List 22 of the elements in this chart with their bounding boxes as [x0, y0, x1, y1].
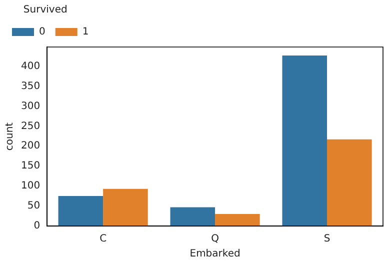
bar: [170, 207, 216, 226]
x-tick-label: Q: [211, 234, 220, 245]
bar: [327, 139, 372, 226]
legend-title: Survived: [23, 4, 68, 16]
x-tick-label: S: [324, 234, 330, 245]
x-axis-title: Embarked: [190, 248, 240, 260]
bar: [103, 188, 148, 226]
y-tick-label: 100: [20, 180, 40, 192]
y-tick-label: 0: [34, 220, 40, 232]
legend-label: 1: [82, 26, 89, 38]
bar: [282, 56, 328, 226]
bar: [215, 214, 260, 226]
y-axis-title: count: [4, 122, 16, 151]
y-tick-label: 400: [20, 60, 40, 72]
y-tick-label: 200: [20, 140, 40, 152]
bar: [58, 196, 104, 226]
x-tick-label: C: [100, 234, 107, 245]
y-tick-label: 300: [20, 100, 40, 112]
y-tick-label: 250: [20, 120, 40, 132]
y-tick-label: 50: [27, 200, 40, 212]
y-tick-label: 350: [20, 80, 40, 92]
y-tick-label: 150: [20, 160, 40, 172]
